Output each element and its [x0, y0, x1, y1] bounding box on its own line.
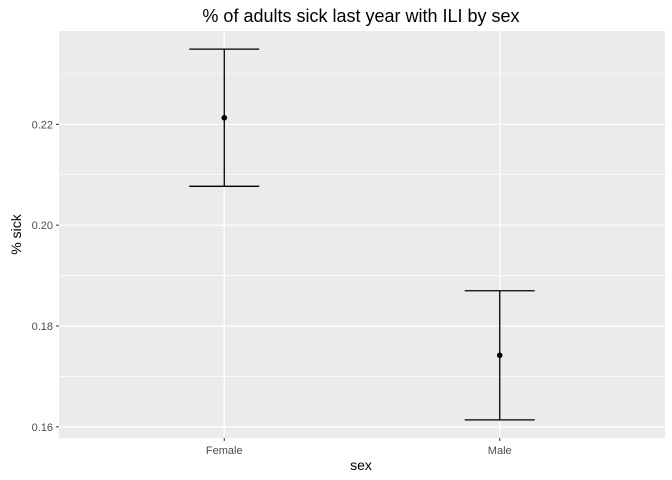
y-axis: 0.16 0.18 0.20 0.22 — [32, 119, 59, 434]
plot-panel — [59, 31, 665, 438]
chart-title: % of adults sick last year with ILI by s… — [202, 6, 519, 26]
x-axis: Female Male — [206, 438, 512, 457]
x-axis-title: sex — [350, 457, 372, 473]
y-axis-title: % sick — [8, 213, 24, 254]
y-tick-label: 0.16 — [32, 422, 53, 434]
y-tick-label: 0.20 — [32, 220, 53, 232]
x-tick-label: Female — [206, 445, 243, 457]
y-tick-label: 0.18 — [32, 321, 53, 333]
mean-point — [221, 114, 228, 121]
x-tick-label: Male — [488, 445, 512, 457]
mean-points — [221, 114, 503, 359]
mean-point — [496, 352, 503, 359]
y-tick-label: 0.22 — [32, 119, 53, 131]
